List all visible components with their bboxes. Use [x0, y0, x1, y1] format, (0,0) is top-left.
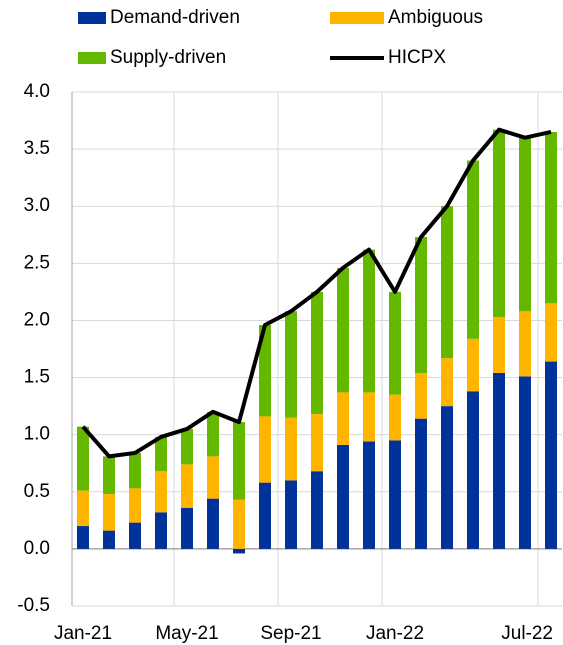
bar-segment: [363, 392, 375, 442]
bar-segment: [155, 471, 167, 513]
bar-segment: [337, 392, 349, 445]
bar-segment: [77, 426, 89, 491]
bar-segment: [389, 394, 401, 441]
bar-segment: [337, 267, 349, 393]
bar-segment: [285, 417, 297, 481]
legend-swatch: [330, 12, 384, 24]
x-tick-label: Sep-21: [260, 623, 321, 644]
y-tick-label: 3.5: [24, 138, 50, 159]
bar-segment: [285, 311, 297, 418]
y-tick-label: -0.5: [17, 595, 50, 616]
bar-segment: [389, 291, 401, 395]
bar-segment: [519, 311, 531, 377]
bar-segment: [181, 464, 193, 508]
bar-segment: [207, 411, 219, 457]
y-tick-label: 0.5: [24, 481, 50, 502]
bar-segment: [519, 137, 531, 312]
bar-segment: [441, 206, 453, 359]
legend-label: Supply-driven: [110, 47, 226, 68]
bar-segment: [155, 436, 167, 472]
y-tick-label: 1.0: [24, 424, 50, 445]
bar-segment: [103, 530, 115, 549]
bar-segment: [311, 471, 323, 549]
bar-segment: [311, 291, 323, 415]
bar-segment: [129, 522, 141, 549]
x-tick-label: Jul-22: [501, 623, 553, 644]
bar-segment: [441, 358, 453, 407]
bar-segment: [467, 391, 479, 549]
bar-segment: [207, 498, 219, 549]
bar-segment: [415, 372, 427, 419]
bar-segment: [77, 490, 89, 527]
bar-segment: [363, 441, 375, 549]
bar-segment: [467, 338, 479, 392]
y-tick-label: 2.5: [24, 252, 50, 273]
legend-label: Ambiguous: [388, 7, 483, 28]
bar-segment: [259, 325, 271, 417]
bar-segment: [363, 249, 375, 393]
bar-segment: [233, 422, 245, 500]
legend-label: HICPX: [388, 47, 446, 68]
bar-segment: [493, 317, 505, 373]
bar-segment: [311, 414, 323, 472]
bar-segment: [181, 507, 193, 549]
x-tick-label: Jan-21: [54, 623, 112, 644]
bar-segment: [545, 131, 557, 304]
bar-segment: [337, 444, 349, 549]
bar-segment: [259, 416, 271, 483]
bar-segment: [155, 512, 167, 549]
y-tick-label: 2.0: [24, 309, 50, 330]
bar-segment: [181, 428, 193, 465]
bar-segment: [545, 303, 557, 362]
bar-segment: [233, 548, 245, 554]
bar-segment: [519, 376, 531, 549]
bar-segment: [77, 526, 89, 549]
bar-segment: [389, 440, 401, 549]
y-tick-label: 0.0: [24, 538, 50, 559]
legend-label: Demand-driven: [110, 7, 240, 28]
y-tick-label: 3.0: [24, 195, 50, 216]
bar-segment: [545, 361, 557, 549]
x-tick-label: Jan-22: [366, 623, 424, 644]
bar-segment: [493, 129, 505, 318]
bar-segment: [129, 488, 141, 523]
bar-segment: [259, 482, 271, 549]
bar-segment: [441, 406, 453, 549]
x-tick-label: May-21: [155, 623, 218, 644]
bar-segment: [207, 456, 219, 499]
bar-segment: [415, 418, 427, 549]
bar-segment: [103, 494, 115, 531]
line-series: [81, 127, 552, 459]
bar-segment: [415, 237, 427, 373]
legend-swatch: [78, 12, 106, 24]
bar-segment: [285, 480, 297, 549]
bar-segment: [467, 160, 479, 339]
y-tick-label: 4.0: [24, 81, 50, 102]
bar-segment: [493, 372, 505, 549]
legend-swatch: [78, 52, 106, 64]
bar-segment: [103, 456, 115, 495]
bar-segment: [129, 452, 141, 489]
bar-segment: [233, 499, 245, 549]
y-tick-label: 1.5: [24, 367, 50, 388]
